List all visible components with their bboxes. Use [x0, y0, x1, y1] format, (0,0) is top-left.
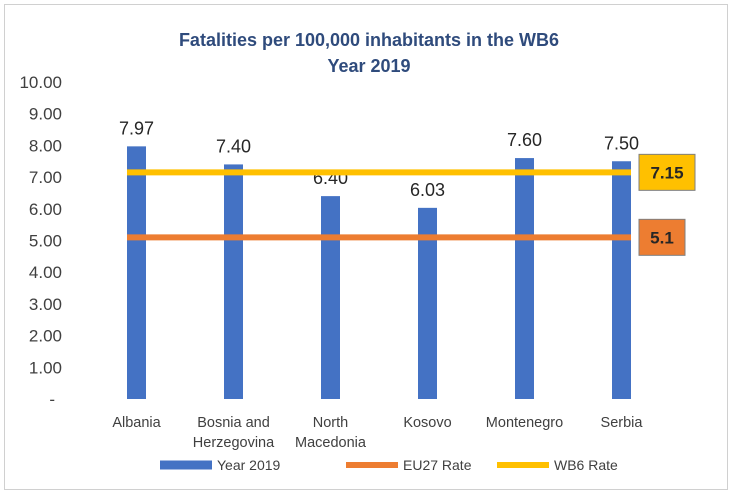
legend-label: WB6 Rate [554, 457, 618, 473]
rate-callout-label: 7.15 [650, 163, 683, 182]
bar [127, 146, 146, 399]
rate-callout-label: 5.1 [650, 228, 674, 247]
y-tick-label: 7.00 [29, 168, 62, 187]
data-label: 7.40 [216, 136, 251, 156]
x-tick-label-line: Montenegro [486, 415, 563, 431]
x-tick-label: Bosnia and Herzegovina [193, 415, 275, 451]
y-tick-label: 5.00 [29, 232, 62, 251]
chart-subtitle: Year 2019 [327, 56, 410, 76]
x-tick-label: Kosovo [403, 415, 451, 431]
data-labels: 7.977.406.406.037.60 7.50 [119, 118, 639, 199]
bar [612, 161, 631, 399]
x-tick-label: Montenegro [486, 415, 563, 431]
x-tick-label-line: North [313, 415, 348, 431]
rate-callouts: 5.1 7.15 [638, 153, 696, 256]
legend-label: Year 2019 [217, 457, 281, 473]
x-tick-label-line: Albania [112, 415, 161, 431]
y-tick-label: 2.00 [29, 327, 62, 346]
y-tick-label: 10.00 [19, 73, 62, 92]
chart-frame [4, 4, 728, 490]
legend-swatch [160, 460, 212, 470]
x-tick-label: Serbia [601, 415, 644, 431]
x-tick-label: Albania [112, 415, 161, 431]
rate-callout-box [638, 153, 696, 191]
y-tick-label: 3.00 [29, 295, 62, 314]
y-tick-label: 4.00 [29, 263, 62, 282]
x-tick-label: North Macedonia [295, 415, 367, 451]
y-tick-label: 6.00 [29, 200, 62, 219]
bar [418, 207, 437, 399]
x-tick-label-line: Herzegovina [193, 435, 275, 451]
x-axis: Albania Bosnia and Herzegovina North Macedon… [112, 415, 643, 451]
bar [515, 158, 534, 399]
data-label: 7.97 [119, 118, 154, 138]
x-tick-label-line: Kosovo [403, 415, 451, 431]
y-tick-label: 9.00 [29, 105, 62, 124]
x-tick-label-line: Bosnia and [197, 415, 270, 431]
legend-swatch [497, 462, 549, 468]
legend: Year 2019 EU27 Rate WB6 Rate [160, 457, 618, 473]
data-label: 6.03 [410, 180, 445, 200]
y-axis: - 1.00 2.00 3.00 4.00 5.00 6.00 7.00 8.00 9.00 10.… [19, 73, 62, 409]
y-tick-label: 1.00 [29, 358, 62, 377]
legend-label: EU27 Rate [403, 457, 472, 473]
x-tick-label-line: Macedonia [295, 435, 367, 451]
bar [224, 164, 243, 399]
y-tick-label: - [49, 390, 55, 409]
bars [127, 146, 631, 399]
data-label: 7.50 [604, 133, 639, 153]
x-tick-label-line: Serbia [601, 415, 644, 431]
rate-callout-box [638, 218, 686, 256]
chart-title: Fatalities per 100,000 inhabitants in th… [179, 30, 559, 50]
data-label: 7.60 [507, 130, 542, 150]
legend-swatch [346, 462, 398, 468]
bar [321, 196, 340, 399]
y-tick-label: 8.00 [29, 136, 62, 155]
rate-lines [127, 169, 631, 241]
